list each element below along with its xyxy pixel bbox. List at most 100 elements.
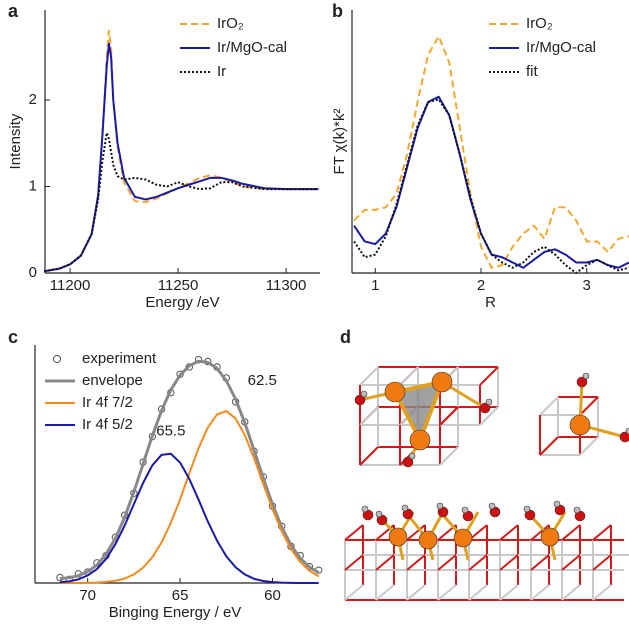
x-tick-label: 11250 xyxy=(158,277,199,294)
panel-label: a xyxy=(8,1,19,21)
o-atom xyxy=(479,402,491,414)
bond xyxy=(592,554,612,571)
peak-label: 62.5 xyxy=(248,372,277,389)
x-axis-title: R xyxy=(485,294,496,311)
bond xyxy=(499,584,519,601)
data-line xyxy=(59,452,319,584)
h-atom xyxy=(485,398,493,406)
bond xyxy=(561,554,581,571)
data-line xyxy=(59,359,320,581)
x-axis-title: Binging Energy / eV xyxy=(109,604,242,621)
y-tick-label: 0 xyxy=(29,264,37,281)
tetrahedron xyxy=(395,382,442,440)
ir-atom xyxy=(418,530,438,550)
legend-label: envelope xyxy=(82,372,143,389)
structure-illustration xyxy=(344,366,629,601)
h-atom xyxy=(625,427,629,435)
x-tick-label: 70 xyxy=(79,587,96,604)
legend-label: Ir 4f 7/2 xyxy=(82,394,133,411)
bond xyxy=(592,584,612,601)
h-atom xyxy=(523,505,531,513)
bond xyxy=(344,554,364,571)
data-line xyxy=(43,42,319,273)
bond xyxy=(359,366,379,386)
h-atom xyxy=(361,505,369,513)
ir-atom xyxy=(431,371,453,393)
ir-atom xyxy=(453,528,473,548)
ir-atom xyxy=(540,527,560,547)
panel-label: b xyxy=(332,1,343,21)
bond xyxy=(592,524,612,541)
y-tick-label: 2 xyxy=(29,91,37,108)
data-line xyxy=(59,410,320,584)
bond xyxy=(359,406,379,426)
ir-atom xyxy=(388,527,408,547)
data-line xyxy=(43,29,319,273)
data-line xyxy=(43,131,319,273)
h-atom xyxy=(461,506,469,514)
y-axis-title: FT χ(k)*k² xyxy=(331,109,348,175)
ir-atom xyxy=(384,381,406,403)
h-atom xyxy=(401,504,409,512)
bond xyxy=(375,584,395,601)
data-line xyxy=(353,98,629,274)
data-line xyxy=(353,35,629,269)
h-atom xyxy=(582,372,590,380)
h-atom xyxy=(408,452,416,460)
legend-label: Ir 4f 5/2 xyxy=(82,416,133,433)
legend-label: IrO₂ xyxy=(217,15,244,32)
bond xyxy=(399,366,419,386)
bond xyxy=(418,381,444,441)
bond xyxy=(359,446,379,466)
o-atom xyxy=(402,456,414,468)
bond xyxy=(499,524,519,541)
x-tick-label: 60 xyxy=(264,587,281,604)
y-tick-label: 1 xyxy=(29,177,37,194)
bond xyxy=(439,446,459,466)
bond xyxy=(468,584,488,601)
bond xyxy=(539,436,559,456)
bond xyxy=(344,584,364,601)
bond xyxy=(530,554,550,571)
legend-marker xyxy=(53,355,61,363)
legend-label: Ir/MgO-cal xyxy=(217,39,287,56)
x-tick-label: 11300 xyxy=(266,277,307,294)
o-atom xyxy=(576,376,588,388)
bond xyxy=(539,396,559,416)
bond xyxy=(406,554,426,571)
bond xyxy=(406,524,426,541)
o-atom xyxy=(619,431,629,443)
bond xyxy=(561,584,581,601)
bond xyxy=(499,554,519,571)
bond xyxy=(437,554,457,571)
bond xyxy=(406,584,426,601)
x-tick-label: 11200 xyxy=(50,277,91,294)
ir-atom xyxy=(569,414,591,436)
x-tick-label: 3 xyxy=(583,277,591,294)
bond xyxy=(561,524,581,541)
bond xyxy=(479,366,499,386)
legend-label: Ir xyxy=(217,63,226,80)
h-atom xyxy=(553,500,561,508)
x-axis-title: Energy /eV xyxy=(145,294,219,311)
bond xyxy=(344,524,364,541)
bond xyxy=(439,406,459,426)
h-atom xyxy=(488,502,496,510)
h-atom xyxy=(436,502,444,510)
x-tick-label: 65 xyxy=(172,587,189,604)
panel-label: d xyxy=(340,327,351,347)
legend-label: IrO₂ xyxy=(526,15,553,32)
bond xyxy=(437,584,457,601)
ir-atom xyxy=(409,429,431,451)
h-atom xyxy=(573,506,581,514)
bond xyxy=(530,524,550,541)
bond xyxy=(375,554,395,571)
h-atom xyxy=(375,510,383,518)
peak-label: 65.5 xyxy=(156,423,185,440)
bond xyxy=(468,554,488,571)
legend-label: Ir/MgO-cal xyxy=(526,39,596,56)
bond xyxy=(530,584,550,601)
y-axis-title: Intensity xyxy=(7,113,24,169)
